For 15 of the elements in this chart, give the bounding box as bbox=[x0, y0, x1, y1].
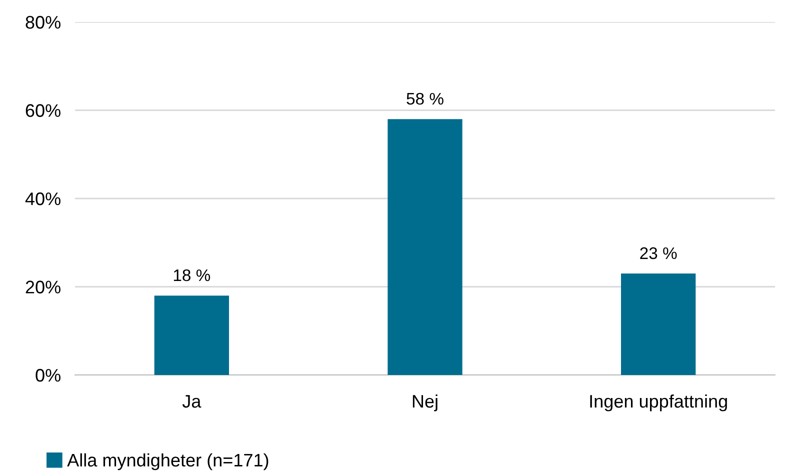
y-tick-label: 0% bbox=[36, 368, 60, 382]
data-label: 58 % bbox=[406, 92, 444, 105]
legend-label: Alla myndigheter (n=171) bbox=[67, 453, 268, 470]
bar bbox=[154, 296, 229, 375]
y-tick-label: 40% bbox=[25, 192, 60, 206]
y-tick-label: 20% bbox=[26, 280, 60, 294]
x-tick-label: Nej bbox=[412, 394, 438, 412]
y-tick-label: 60% bbox=[26, 104, 60, 117]
data-label: 23 % bbox=[640, 247, 677, 260]
bar bbox=[621, 274, 696, 375]
data-label: 18 % bbox=[174, 269, 210, 282]
x-tick-label: Ingen uppfattning bbox=[590, 394, 727, 412]
y-tick-label: 80% bbox=[26, 16, 60, 29]
bar bbox=[388, 119, 462, 375]
x-tick-label: Ja bbox=[182, 395, 202, 408]
